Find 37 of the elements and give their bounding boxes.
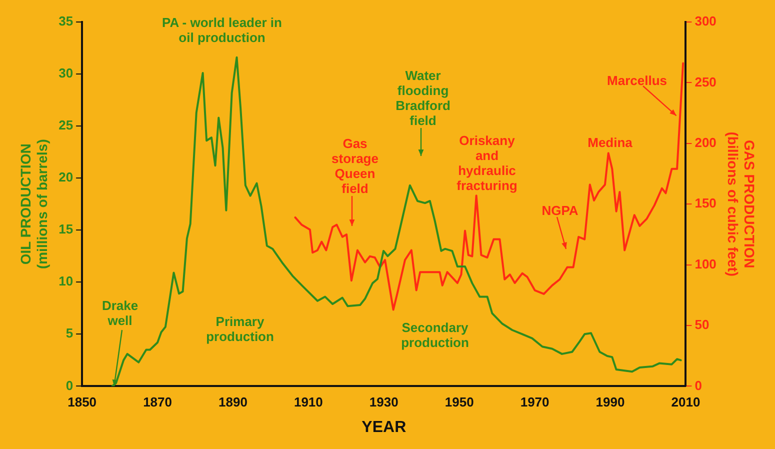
y-tick-label: 15 [58, 222, 74, 237]
annotation: NGPA [542, 203, 579, 218]
annotation: Primary production [206, 314, 274, 344]
x-tick-label: 1890 [218, 394, 248, 410]
annotation: Marcellus [607, 73, 667, 88]
y2-axis-title: GAS PRODUCTION (billions of cubic feet) [724, 132, 758, 276]
annotation: Oriskany and hydraulic fracturing [456, 133, 518, 194]
y-tick-label: 0 [66, 378, 74, 393]
annotation: Secondary production [401, 320, 469, 350]
y2-tick-label: 200 [694, 134, 716, 150]
y-axis-title: OIL PRODUCTION (millions of barrels) [17, 139, 50, 270]
x-tick-label: 1950 [444, 394, 474, 410]
annotation: Gas storage Queen field [332, 136, 378, 196]
y-tick-label: 20 [58, 170, 74, 185]
x-tick-label: 1870 [143, 394, 172, 410]
x-tick-label: 1990 [596, 394, 625, 410]
x-tick-label: 1910 [294, 394, 323, 410]
annotation: Drake well [102, 298, 138, 328]
y2-tick-label: 100 [694, 256, 716, 272]
y-tick-label: 35 [58, 14, 74, 29]
y-tick-label: 25 [58, 118, 74, 133]
y-tick-label: 10 [58, 274, 74, 289]
annotation: PA - world leader in oil production [162, 15, 282, 46]
annotation: Medina [588, 135, 634, 150]
y2-tick-label: 0 [694, 378, 702, 393]
y2-tick-label: 50 [694, 317, 710, 332]
y2-tick-label: 300 [694, 14, 716, 29]
y2-tick-label: 250 [694, 74, 716, 90]
x-tick-label: 2010 [671, 394, 700, 410]
y2-tick-label: 150 [694, 196, 716, 211]
annotation: Water flooding Bradford field [396, 68, 450, 128]
y-tick-label: 30 [58, 66, 74, 81]
x-tick-label: 1970 [520, 394, 550, 410]
x-axis-title: YEAR [362, 418, 407, 436]
x-tick-label: 1930 [369, 394, 398, 410]
x-tick-label: 1850 [68, 394, 97, 410]
y-tick-label: 5 [66, 326, 74, 341]
